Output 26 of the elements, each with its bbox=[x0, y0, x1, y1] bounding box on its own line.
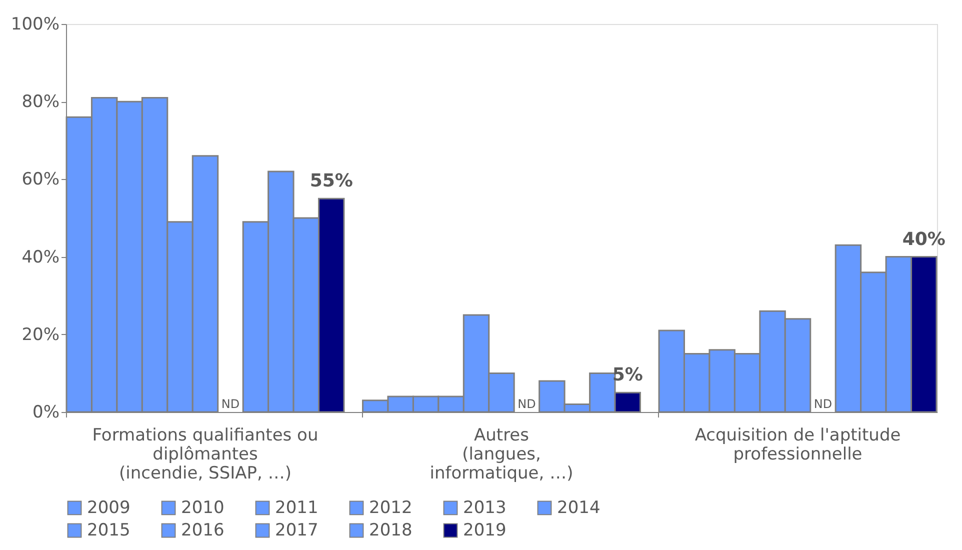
data-label: 40% bbox=[902, 228, 946, 250]
x-tick-label: Autres (langues, informatique, …) bbox=[430, 426, 574, 484]
data-label: 55% bbox=[310, 170, 353, 192]
text: ND bbox=[518, 397, 536, 411]
x-tick-label: Acquisition de l'aptitude professionnelle bbox=[694, 426, 901, 464]
legend-label: 2013 bbox=[463, 498, 506, 518]
x-tick-label: Formations qualifiantes ou diplômantes (incendie, SSIAP, …) bbox=[92, 426, 318, 484]
text: ND bbox=[814, 397, 832, 411]
legend-label: 2018 bbox=[369, 520, 412, 540]
legend-label: 2011 bbox=[275, 498, 318, 518]
y-tick-label: 80% bbox=[22, 92, 60, 112]
text: ND bbox=[221, 397, 240, 411]
legend-label: 2017 bbox=[275, 520, 318, 540]
legend-label: 2019 bbox=[463, 520, 506, 540]
y-tick-label: 100% bbox=[10, 14, 60, 34]
legend-label: 2014 bbox=[557, 498, 600, 518]
data-label: 5% bbox=[612, 364, 643, 386]
legend-label: 2012 bbox=[369, 498, 412, 518]
y-tick-label: 0% bbox=[32, 402, 60, 422]
legend-label: 2009 bbox=[87, 498, 130, 518]
legend-label: 2015 bbox=[87, 520, 130, 540]
legend-label: 2016 bbox=[181, 520, 224, 540]
legend-label: 2010 bbox=[181, 498, 224, 518]
y-tick-label: 20% bbox=[22, 324, 60, 345]
y-tick-label: 60% bbox=[22, 170, 60, 190]
y-tick-label: 40% bbox=[22, 247, 60, 268]
